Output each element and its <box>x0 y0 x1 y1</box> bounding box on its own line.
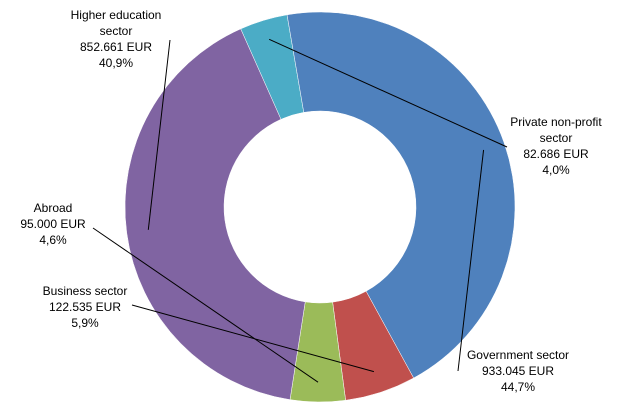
leader-line <box>131 304 375 373</box>
data-label: Private non-profit sector 82.686 EUR 4,0% <box>510 115 602 177</box>
slice-value: 852.661 EUR <box>80 40 152 54</box>
slice-labels: Private non-profit sector 82.686 EUR 4,0% Go… <box>20 8 602 394</box>
leader-line <box>147 39 171 230</box>
slice-value: 933.045 EUR <box>482 364 554 378</box>
leader-line <box>92 227 319 383</box>
slice-name: Business sector <box>43 284 128 298</box>
slice-higher-education-sector <box>124 28 306 400</box>
leader-line <box>268 38 508 148</box>
slice-name: Private non-profit <box>510 115 602 129</box>
slice-percent: 44,7% <box>501 380 535 394</box>
slice-name: sector <box>540 131 573 145</box>
slice-name: Abroad <box>34 201 73 215</box>
slice-value: 122.535 EUR <box>49 300 121 314</box>
data-label: Government sector 933.045 EUR 44,7% <box>467 348 569 394</box>
leader-lines <box>92 38 508 383</box>
slice-value: 95.000 EUR <box>20 217 86 231</box>
slice-percent: 4,0% <box>542 163 570 177</box>
slice-percent: 4,6% <box>39 233 67 247</box>
leader-line <box>457 149 485 372</box>
data-label: Abroad 95.000 EUR 4,6% <box>20 201 86 247</box>
slice-name: sector <box>100 24 133 38</box>
donut-slices <box>124 11 516 403</box>
slice-percent: 5,9% <box>71 316 99 330</box>
data-label: Higher education sector 852.661 EUR 40,9% <box>71 8 162 70</box>
slice-percent: 40,9% <box>99 56 133 70</box>
slice-name: Government sector <box>467 348 569 362</box>
data-label: Business sector 122.535 EUR 5,9% <box>43 284 128 330</box>
slice-name: Higher education <box>71 8 162 22</box>
slice-value: 82.686 EUR <box>523 147 589 161</box>
